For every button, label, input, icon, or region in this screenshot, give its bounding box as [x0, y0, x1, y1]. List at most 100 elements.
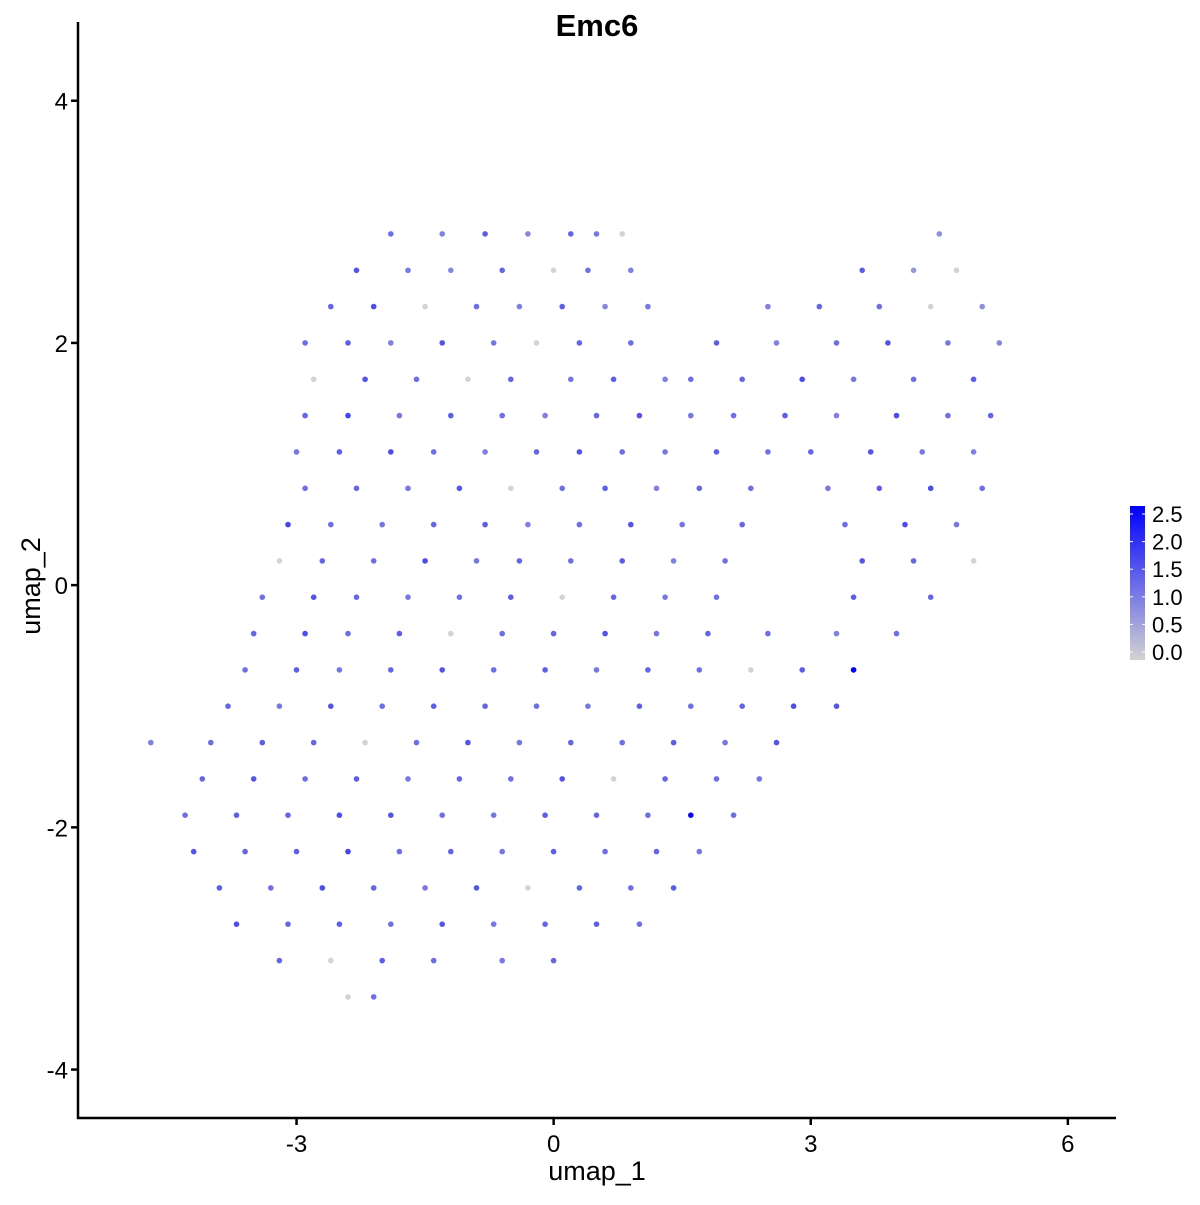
data-point [499, 267, 506, 274]
data-point [953, 267, 960, 274]
y-tick-label: 4 [55, 89, 68, 116]
data-point [310, 594, 317, 600]
x-tick-label: -3 [286, 1131, 307, 1158]
data-point [259, 739, 266, 746]
data-point [602, 485, 608, 492]
data-point [559, 594, 565, 600]
data-point [825, 485, 831, 492]
data-point [653, 630, 660, 637]
data-point [473, 303, 480, 310]
data-point [499, 848, 506, 855]
data-point [953, 521, 960, 528]
data-point [696, 848, 703, 855]
data-point [628, 340, 634, 346]
data-point [319, 558, 326, 564]
data-point [850, 594, 857, 600]
data-point [473, 558, 480, 564]
data-point [688, 412, 694, 419]
data-point [739, 703, 745, 709]
data-point [396, 412, 403, 419]
data-point [816, 303, 823, 310]
data-point [336, 812, 343, 818]
data-point [910, 267, 917, 274]
data-point [927, 303, 934, 310]
y-tick-label: 2 [55, 331, 68, 358]
data-point [388, 667, 394, 673]
data-point [748, 485, 754, 492]
data-point [250, 630, 257, 637]
data-point [808, 449, 814, 455]
data-point [799, 667, 805, 673]
data-point [756, 776, 763, 782]
data-point [645, 667, 651, 673]
data-point [773, 340, 780, 346]
data-point [713, 776, 720, 782]
data-point [430, 521, 437, 528]
x-tick-label: 3 [804, 1131, 817, 1158]
legend-tick-label: 1.0 [1152, 585, 1183, 610]
data-point [276, 703, 283, 709]
data-point [602, 630, 608, 637]
data-point [576, 521, 583, 528]
data-point [302, 630, 308, 637]
data-point [353, 485, 360, 492]
data-point [456, 485, 463, 492]
y-axis-ticks: -4 -2 0 2 4 [47, 89, 78, 1085]
data-point [525, 231, 531, 237]
data-point [559, 485, 565, 492]
data-point [979, 485, 985, 492]
data-point [336, 667, 343, 673]
data-point [362, 739, 368, 746]
data-point [910, 558, 917, 564]
data-point [670, 558, 677, 564]
data-point [310, 739, 317, 746]
data-point [405, 776, 411, 782]
data-point [396, 630, 403, 637]
data-point [628, 267, 634, 274]
data-point [636, 412, 643, 419]
data-point [388, 812, 394, 818]
data-point [430, 703, 437, 709]
points-layer [148, 231, 1003, 1000]
data-point [568, 231, 574, 237]
data-point [662, 776, 668, 782]
data-point [876, 303, 883, 310]
data-point [353, 776, 360, 782]
data-point [970, 449, 977, 455]
data-point [979, 303, 985, 310]
data-point [448, 630, 454, 637]
data-point [422, 558, 428, 564]
data-point [482, 703, 488, 709]
legend-tick-label: 0.5 [1152, 612, 1183, 637]
data-point [336, 449, 343, 455]
data-point [765, 303, 771, 310]
data-point [328, 957, 334, 964]
y-axis-label: umap_2 [16, 537, 46, 635]
data-point [593, 812, 600, 818]
data-point [936, 231, 943, 237]
data-point [696, 485, 703, 492]
data-point [910, 376, 917, 383]
data-point [628, 885, 634, 891]
data-point [619, 231, 625, 237]
data-point [525, 521, 531, 528]
data-point [688, 703, 694, 709]
data-point [610, 776, 617, 782]
data-point [782, 412, 788, 419]
data-point [867, 449, 874, 455]
data-point [345, 848, 351, 855]
data-point [190, 848, 197, 855]
data-point [285, 521, 291, 528]
data-point [945, 340, 951, 346]
data-point [448, 267, 454, 274]
data-point [182, 812, 188, 818]
data-point [585, 267, 591, 274]
data-point [413, 739, 420, 746]
data-point [268, 885, 274, 891]
data-point [499, 957, 506, 964]
data-point [619, 449, 625, 455]
data-point [379, 703, 386, 709]
data-point [276, 957, 283, 964]
data-point [568, 376, 574, 383]
